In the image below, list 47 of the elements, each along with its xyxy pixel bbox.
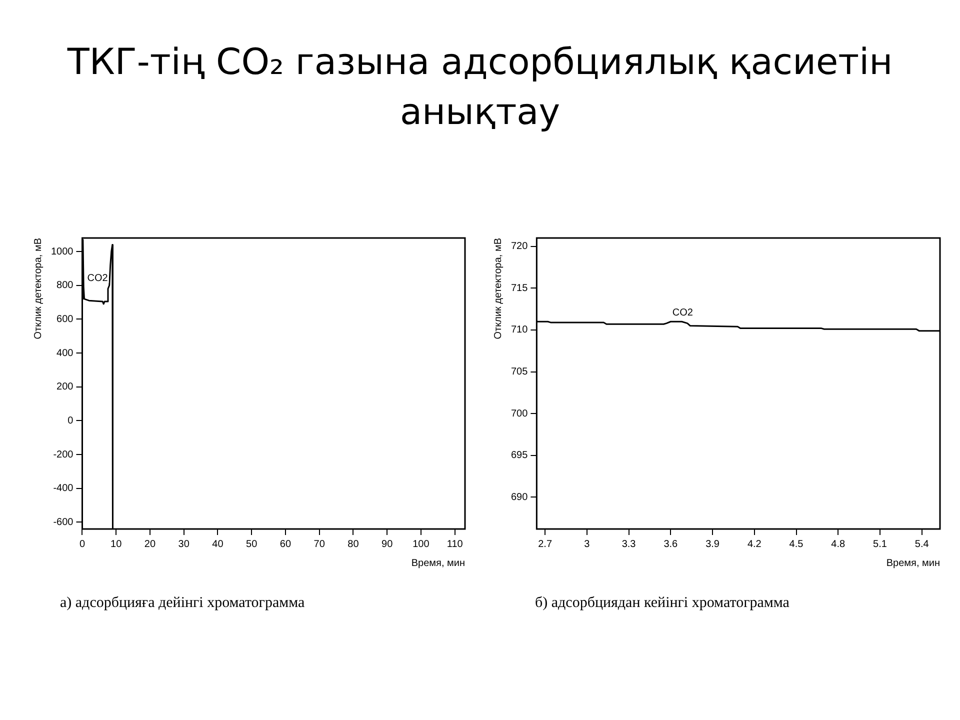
annotation: CO2 (672, 307, 694, 318)
x-tick-label: 90 (382, 538, 394, 550)
y-tick-label: 710 (510, 324, 528, 336)
y-tick-label: 600 (56, 314, 74, 325)
x-tick-label: 0 (79, 538, 86, 550)
x-tick-label: 40 (212, 538, 224, 550)
y-tick-label: 705 (510, 366, 528, 378)
y-axis-title: Отклик детектора, мВ (32, 238, 44, 340)
x-tick-label: 20 (144, 538, 156, 550)
chart-title: ТКГ-тің CO₂ газына адсорбциялық қасиетін анықтау (66, 41, 894, 135)
y-tick-label: -200 (53, 449, 74, 460)
x-tick-label: 5.1 (873, 538, 888, 550)
x-axis-title: Время, мин (411, 558, 465, 569)
x-tick-label: 5.4 (914, 538, 930, 550)
x-tick-label: 10 (110, 538, 122, 550)
y-tick-label: 700 (510, 408, 528, 420)
y-tick-label: 200 (56, 382, 74, 393)
y-axis-title: Отклик детектора, мВ (492, 238, 504, 340)
y-tick-label: 0 (68, 415, 74, 426)
y-tick-label: 720 (510, 241, 528, 252)
y-tick-label: 715 (510, 282, 528, 294)
x-tick-label: 3 (584, 538, 590, 550)
y-tick-label: 695 (510, 450, 528, 462)
x-tick-label: 4.8 (831, 538, 846, 550)
y-tick-label: 1000 (50, 246, 74, 258)
x-tick-label: 110 (446, 538, 464, 550)
x-axis-title: Время, мин (886, 558, 940, 569)
x-tick-label: 3.3 (622, 538, 636, 550)
y-tick-label: 690 (510, 492, 528, 503)
y-tick-label: 400 (56, 348, 74, 359)
x-tick-label: 2.7 (538, 538, 552, 550)
y-tick-label: 800 (56, 280, 74, 292)
text: б) адсорбциядан кейінгі хроматограмма (535, 595, 790, 612)
x-tick-label: 30 (178, 538, 190, 550)
x-tick-label: 60 (280, 538, 292, 550)
x-tick-label: 70 (314, 538, 326, 550)
x-tick-label: 4.2 (747, 538, 762, 550)
x-tick-label: 50 (246, 538, 258, 550)
x-tick-label: 4.5 (789, 538, 804, 550)
annotation: CO2 (87, 272, 108, 284)
x-tick-label: 100 (412, 538, 430, 550)
x-tick-label: 3.9 (706, 538, 720, 550)
y-tick-label: -400 (53, 483, 74, 494)
x-tick-label: 3.6 (664, 538, 678, 550)
x-tick-label: 80 (348, 538, 360, 550)
text: а) адсорбцияға дейінгі хроматограмма (60, 595, 305, 612)
y-tick-label: -600 (53, 516, 74, 528)
